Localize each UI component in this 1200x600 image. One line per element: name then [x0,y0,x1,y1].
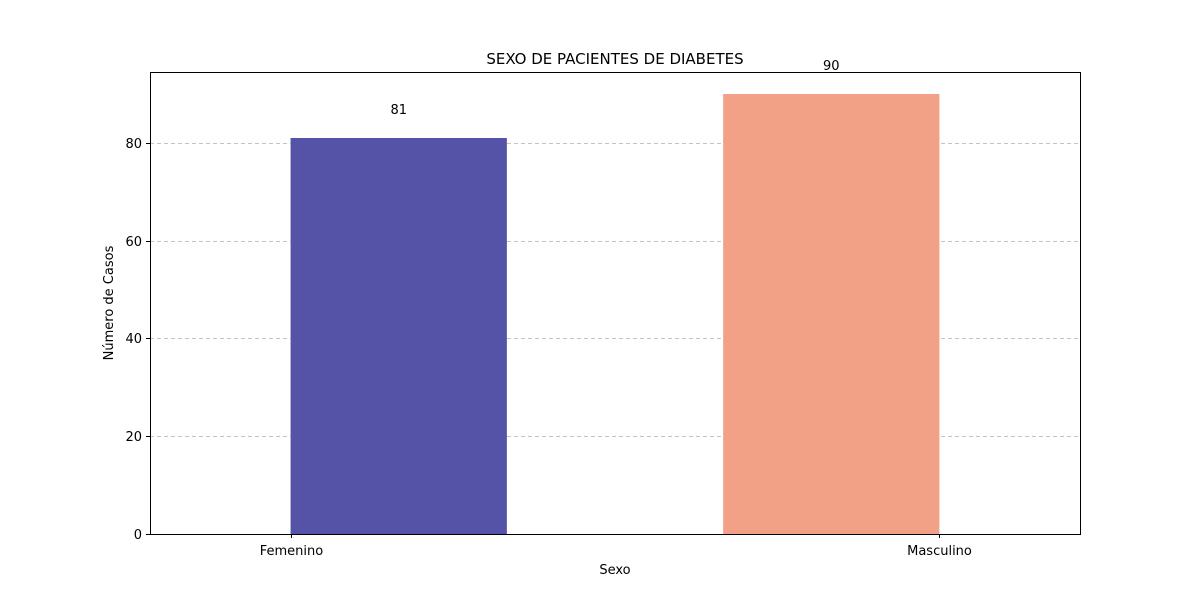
x-tick-label: Masculino [907,544,972,559]
bar-value-label: 81 [390,103,407,118]
bar-value-labels: 81 90 [390,59,839,118]
grid-lines [150,143,1080,437]
x-axis-ticks: Femenino Masculino [260,534,972,559]
y-tick-label: 80 [125,137,142,152]
y-axis-label: Número de Casos [102,245,117,360]
bar-masculino [723,94,940,534]
bars [290,94,940,534]
bar-femenino [290,138,507,534]
y-tick-label: 20 [125,430,142,445]
x-axis-label: Sexo [599,563,630,578]
y-axis-ticks: 0 20 40 60 80 [125,137,150,543]
y-tick-label: 0 [134,528,142,543]
plot-frame [150,72,1081,535]
y-tick-label: 60 [125,235,142,250]
y-tick-label: 40 [125,332,142,347]
x-tick-label: Femenino [260,544,324,559]
bar-value-label: 90 [823,59,840,74]
chart-title: SEXO DE PACIENTES DE DIABETES [486,50,743,68]
